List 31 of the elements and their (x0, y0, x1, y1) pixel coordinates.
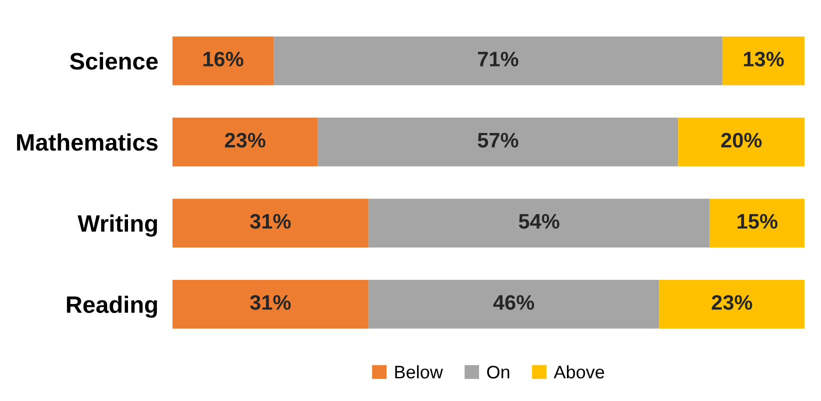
data-label: 31% (250, 295, 291, 310)
data-label: 71% (478, 52, 518, 66)
bar (659, 280, 805, 329)
data-label: 16% (203, 52, 244, 66)
y-tick-label: Reading (66, 296, 157, 318)
legend-label: On (487, 366, 510, 378)
bar (722, 36, 805, 86)
bar (274, 36, 722, 86)
legend-label: Above (554, 365, 604, 378)
bar (172, 280, 368, 329)
data-label: 15% (738, 214, 778, 229)
y-tick-label: Mathematics (17, 133, 158, 151)
data-label: 13% (744, 52, 784, 66)
data-label: 54% (518, 214, 560, 229)
data-label: 46% (493, 295, 534, 310)
data-label: 23% (224, 132, 266, 148)
bar (172, 36, 274, 86)
y-tick-label: Writing (78, 214, 157, 237)
bar (710, 198, 805, 248)
bar (368, 280, 660, 329)
data-label: 31% (250, 214, 291, 229)
bar (172, 198, 368, 248)
bar (678, 118, 805, 166)
legend-label: Below (395, 365, 443, 378)
data-label: 57% (478, 132, 518, 148)
data-label: 20% (721, 132, 762, 148)
y-tick-label: Science (70, 52, 158, 70)
data-label: 23% (712, 295, 752, 310)
bar (172, 118, 318, 166)
bar (368, 198, 710, 248)
bar (318, 118, 678, 166)
